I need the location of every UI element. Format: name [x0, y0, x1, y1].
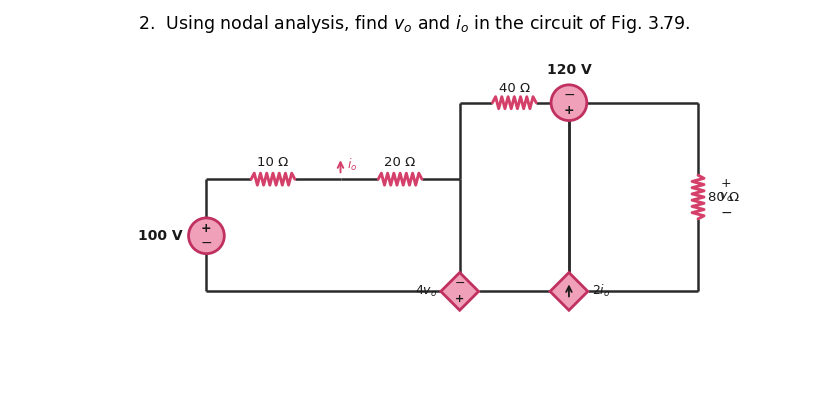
- Circle shape: [551, 85, 586, 120]
- Text: 2$i_o$: 2$i_o$: [591, 283, 609, 300]
- Text: 10 Ω: 10 Ω: [257, 156, 289, 169]
- Text: +: +: [201, 222, 212, 235]
- Polygon shape: [440, 273, 478, 310]
- Polygon shape: [549, 273, 587, 310]
- Text: +: +: [563, 104, 574, 117]
- Text: 4$v_o$: 4$v_o$: [414, 284, 437, 299]
- Text: 20 Ω: 20 Ω: [384, 156, 415, 169]
- Text: +: +: [455, 294, 464, 304]
- Text: +: +: [719, 177, 730, 190]
- Text: −: −: [562, 88, 574, 102]
- Text: 40 Ω: 40 Ω: [498, 82, 529, 95]
- Text: −: −: [454, 277, 465, 290]
- Text: 2.  Using nodal analysis, find $v_o$ and $i_o$ in the circuit of Fig. 3.79.: 2. Using nodal analysis, find $v_o$ and …: [137, 13, 690, 35]
- Text: −: −: [200, 236, 212, 250]
- Text: $i_o$: $i_o$: [347, 157, 357, 173]
- Text: −: −: [719, 206, 731, 220]
- Text: 80 Ω: 80 Ω: [707, 190, 739, 204]
- Text: 120 V: 120 V: [546, 63, 590, 77]
- Text: 100 V: 100 V: [138, 229, 183, 243]
- Text: $v_o$: $v_o$: [718, 190, 732, 204]
- Circle shape: [189, 218, 224, 254]
